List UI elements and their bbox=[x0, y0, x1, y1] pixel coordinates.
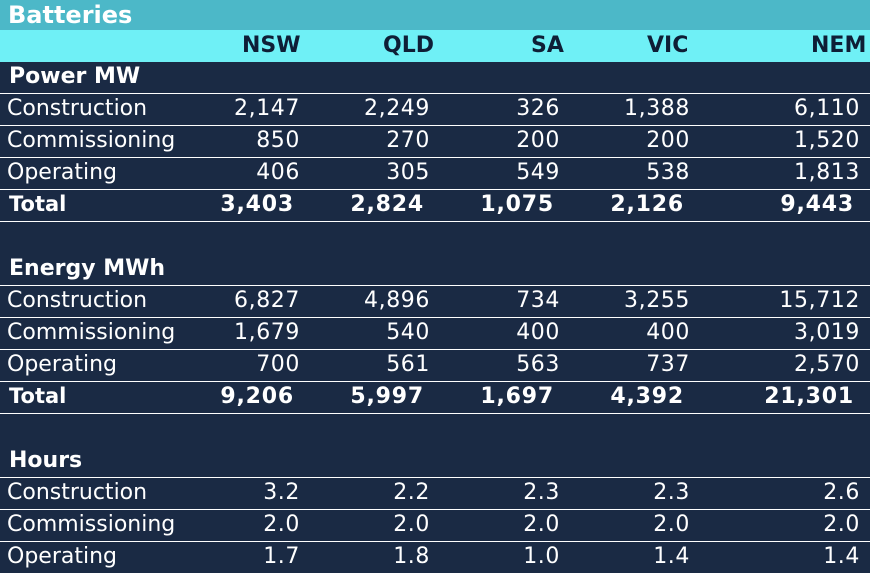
table-row-power-mw-operating-value-qld: 305 bbox=[386, 160, 430, 185]
section-header-power-mw-label: Power MW bbox=[9, 64, 141, 89]
table-row-energy-mwh-commissioning-value-nsw: 1,679 bbox=[234, 320, 300, 345]
table-row-hours-operating-value-nem: 1.4 bbox=[823, 544, 860, 569]
table-row-hours-operating-label: Operating bbox=[7, 544, 117, 569]
table-row-energy-mwh-commissioning-value-nem: 3,019 bbox=[794, 320, 860, 345]
table-row-energy-mwh-construction-value-vic: 3,255 bbox=[624, 288, 690, 313]
column-header-nem: NEM bbox=[811, 33, 867, 58]
table-row-energy-mwh-commissioning: Commissioning 1,679 540 400 400 3,019 bbox=[0, 318, 870, 350]
table-row-hours-operating-value-vic: 1.4 bbox=[653, 544, 690, 569]
table-title: Batteries bbox=[0, 0, 870, 30]
section-header-hours-label: Hours bbox=[9, 448, 83, 473]
table-row-energy-mwh-operating-value-nsw: 700 bbox=[256, 352, 300, 377]
table-row-power-mw-commissioning-value-vic: 200 bbox=[646, 128, 690, 153]
table-row-power-mw-operating-value-vic: 538 bbox=[646, 160, 690, 185]
table-row-hours-construction-value-vic: 2.3 bbox=[653, 480, 690, 505]
table-row-hours-construction-value-sa: 2.3 bbox=[523, 480, 560, 505]
table-row-power-mw-construction-value-sa: 326 bbox=[516, 96, 560, 121]
table-row-energy-mwh-construction-value-sa: 734 bbox=[516, 288, 560, 313]
table-row-power-mw-construction-value-nsw: 2,147 bbox=[234, 96, 300, 121]
table-row-hours-construction-value-qld: 2.2 bbox=[393, 480, 430, 505]
table-row-power-mw-commissioning-label: Commissioning bbox=[7, 128, 176, 153]
section-gap bbox=[0, 222, 870, 254]
table-row-hours-operating-value-nsw: 1.7 bbox=[263, 544, 300, 569]
table-row-energy-mwh-total-value-vic: 4,392 bbox=[610, 384, 684, 409]
column-header-row: NSW QLD SA VIC NEM bbox=[0, 30, 870, 62]
table-row-power-mw-operating-label: Operating bbox=[7, 160, 117, 185]
table-row-power-mw-commissioning-value-qld: 270 bbox=[386, 128, 430, 153]
column-header-sa: SA bbox=[531, 33, 564, 58]
column-header-qld: QLD bbox=[383, 33, 434, 58]
table-row-energy-mwh-operating-value-sa: 563 bbox=[516, 352, 560, 377]
section-header-hours: Hours bbox=[0, 446, 870, 478]
table-row-energy-mwh-total-value-nem: 21,301 bbox=[764, 384, 854, 409]
table-row-power-mw-operating-value-sa: 549 bbox=[516, 160, 560, 185]
section-header-energy-mwh-label: Energy MWh bbox=[9, 256, 166, 281]
table-row-energy-mwh-construction-value-nem: 15,712 bbox=[779, 288, 860, 313]
table-row-energy-mwh-commissioning-value-qld: 540 bbox=[386, 320, 430, 345]
table-row-power-mw-commissioning-value-nem: 1,520 bbox=[794, 128, 860, 153]
table-row-energy-mwh-total: Total 9,206 5,997 1,697 4,392 21,301 bbox=[0, 382, 870, 414]
table-row-power-mw-construction: Construction 2,147 2,249 326 1,388 6,110 bbox=[0, 94, 870, 126]
table-row-power-mw-operating-value-nsw: 406 bbox=[256, 160, 300, 185]
table-row-hours-construction-value-nsw: 3.2 bbox=[263, 480, 300, 505]
table-row-energy-mwh-construction-label: Construction bbox=[7, 288, 148, 313]
table-row-power-mw-total-value-sa: 1,075 bbox=[480, 192, 554, 217]
column-header-nsw: NSW bbox=[242, 33, 301, 58]
table-row-hours-operating-value-sa: 1.0 bbox=[523, 544, 560, 569]
table-row-energy-mwh-total-label: Total bbox=[9, 384, 67, 408]
table-row-hours-commissioning-value-nsw: 2.0 bbox=[263, 512, 300, 537]
table-row-hours-commissioning: Commissioning 2.0 2.0 2.0 2.0 2.0 bbox=[0, 510, 870, 542]
table-row-energy-mwh-operating-value-vic: 737 bbox=[646, 352, 690, 377]
table-row-power-mw-construction-value-nem: 6,110 bbox=[794, 96, 860, 121]
table-row-energy-mwh-commissioning-label: Commissioning bbox=[7, 320, 176, 345]
table-row-hours-commissioning-value-sa: 2.0 bbox=[523, 512, 560, 537]
table-row-power-mw-total-value-qld: 2,824 bbox=[350, 192, 424, 217]
data-table: Power MW Construction 2,147 2,249 326 1,388 6,… bbox=[0, 62, 870, 574]
table-row-hours-construction-value-nem: 2.6 bbox=[823, 480, 860, 505]
table-row-power-mw-total-value-vic: 2,126 bbox=[610, 192, 684, 217]
section-gap bbox=[0, 414, 870, 446]
table-row-hours-operating: Operating 1.7 1.8 1.0 1.4 1.4 bbox=[0, 542, 870, 574]
column-header-vic: VIC bbox=[647, 33, 689, 58]
table-row-hours-commissioning-label: Commissioning bbox=[7, 512, 176, 537]
table-row-power-mw-total-value-nem: 9,443 bbox=[780, 192, 854, 217]
table-row-energy-mwh-construction-value-nsw: 6,827 bbox=[234, 288, 300, 313]
table-row-energy-mwh-operating-label: Operating bbox=[7, 352, 117, 377]
section-header-power-mw: Power MW bbox=[0, 62, 870, 94]
table-row-energy-mwh-construction: Construction 6,827 4,896 734 3,255 15,712 bbox=[0, 286, 870, 318]
table-row-power-mw-operating: Operating 406 305 549 538 1,813 bbox=[0, 158, 870, 190]
table-row-energy-mwh-operating-value-qld: 561 bbox=[386, 352, 430, 377]
table-row-hours-construction: Construction 3.2 2.2 2.3 2.3 2.6 bbox=[0, 478, 870, 510]
table-row-power-mw-commissioning-value-sa: 200 bbox=[516, 128, 560, 153]
table-row-energy-mwh-total-value-qld: 5,997 bbox=[350, 384, 424, 409]
table-row-energy-mwh-operating: Operating 700 561 563 737 2,570 bbox=[0, 350, 870, 382]
table-row-hours-construction-label: Construction bbox=[7, 480, 148, 505]
table-row-energy-mwh-construction-value-qld: 4,896 bbox=[364, 288, 430, 313]
table-row-power-mw-commissioning-value-nsw: 850 bbox=[256, 128, 300, 153]
table-row-power-mw-construction-value-qld: 2,249 bbox=[364, 96, 430, 121]
table-row-energy-mwh-operating-value-nem: 2,570 bbox=[794, 352, 860, 377]
table-row-hours-commissioning-value-qld: 2.0 bbox=[393, 512, 430, 537]
table-row-power-mw-commissioning: Commissioning 850 270 200 200 1,520 bbox=[0, 126, 870, 158]
table-row-hours-operating-value-qld: 1.8 bbox=[393, 544, 430, 569]
table-row-power-mw-operating-value-nem: 1,813 bbox=[794, 160, 860, 185]
table-row-hours-commissioning-value-vic: 2.0 bbox=[653, 512, 690, 537]
table-row-energy-mwh-commissioning-value-vic: 400 bbox=[646, 320, 690, 345]
table-row-power-mw-total-value-nsw: 3,403 bbox=[220, 192, 294, 217]
table-row-hours-commissioning-value-nem: 2.0 bbox=[823, 512, 860, 537]
table-row-energy-mwh-commissioning-value-sa: 400 bbox=[516, 320, 560, 345]
table-row-power-mw-total: Total 3,403 2,824 1,075 2,126 9,443 bbox=[0, 190, 870, 222]
table-row-energy-mwh-total-value-nsw: 9,206 bbox=[220, 384, 294, 409]
table-row-power-mw-construction-label: Construction bbox=[7, 96, 148, 121]
table-row-power-mw-total-label: Total bbox=[9, 192, 67, 216]
table-row-energy-mwh-total-value-sa: 1,697 bbox=[480, 384, 554, 409]
table-row-power-mw-construction-value-vic: 1,388 bbox=[624, 96, 690, 121]
section-header-energy-mwh: Energy MWh bbox=[0, 254, 870, 286]
